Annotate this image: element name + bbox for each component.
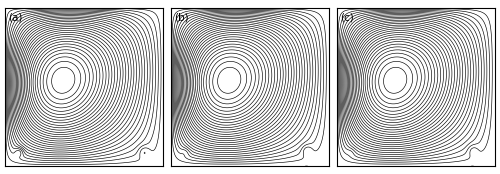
Text: (c): (c) [340, 13, 354, 23]
Text: (a): (a) [8, 13, 22, 23]
Text: (b): (b) [174, 13, 189, 23]
